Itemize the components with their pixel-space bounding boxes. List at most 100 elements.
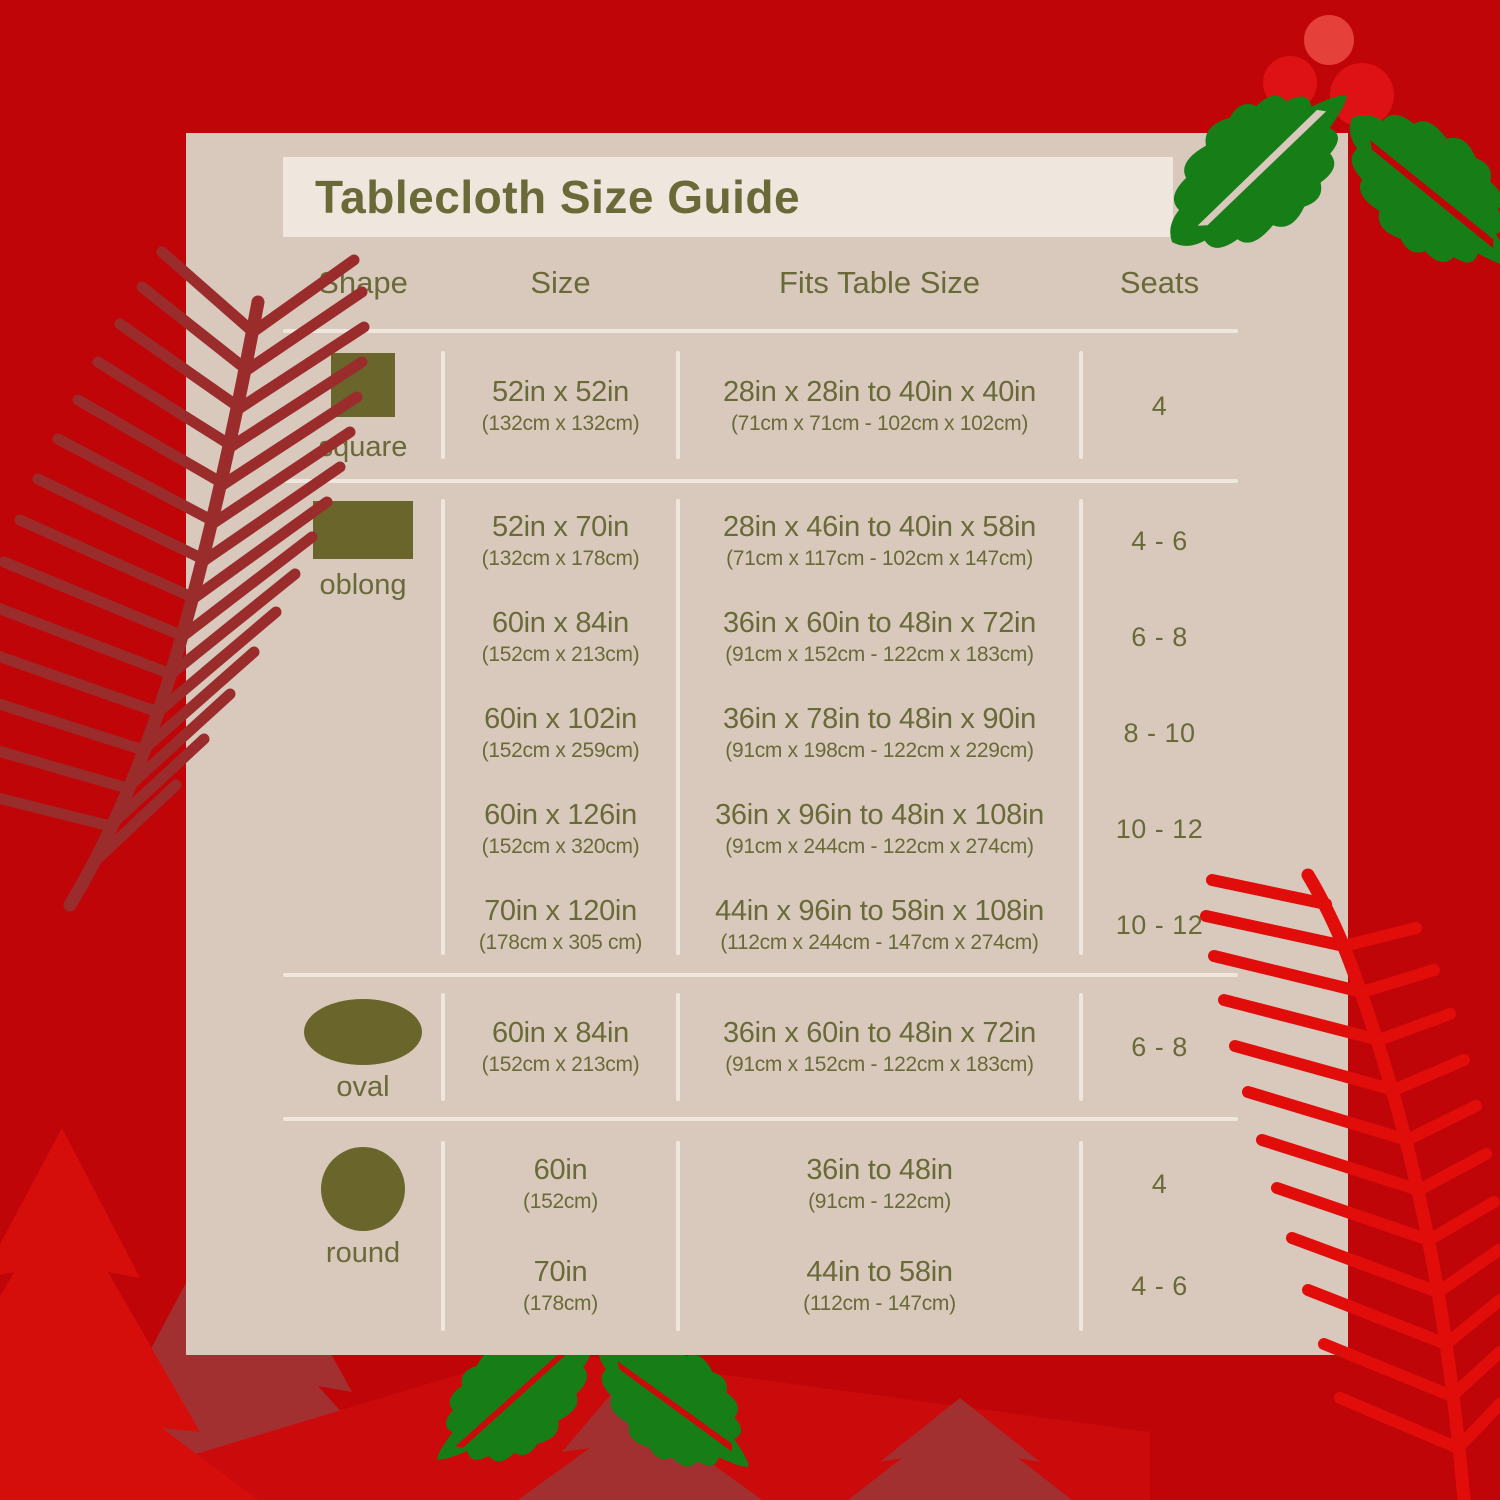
- divider: [283, 973, 1238, 977]
- table-row: 60in x 84in (152cm x 213cm) 36in x 60in …: [443, 589, 1238, 685]
- section-oblong: oblong 52in x 70in (132cm x 178cm) 28in …: [283, 483, 1238, 973]
- fits-metric: (71cm x 71cm - 102cm x 102cm): [730, 412, 1029, 435]
- divider: [283, 329, 1238, 333]
- seats-value: 6 - 8: [1131, 621, 1188, 652]
- fits-value: 28in x 28in to 40in x 40in: [722, 376, 1037, 408]
- size-cell: 60in (152cm): [443, 1154, 678, 1214]
- size-metric: (152cm x 213cm): [481, 643, 640, 666]
- shape-cell: round: [283, 1121, 443, 1347]
- size-cell: 60in x 102in (152cm x 259cm): [443, 703, 678, 763]
- fits-value: 36in to 48in: [806, 1154, 953, 1186]
- section-round: round 60in (152cm) 36in to 48in (91cm - …: [283, 1121, 1238, 1347]
- page-title: Tablecloth Size Guide: [315, 171, 801, 223]
- table-row: 52in x 70in (132cm x 178cm) 28in x 46in …: [443, 493, 1238, 589]
- seats-cell: 10 - 12: [1081, 814, 1238, 845]
- column-header-shape: Shape: [318, 265, 408, 300]
- seats-cell: 6 - 8: [1081, 622, 1238, 653]
- shape-cell: oval: [283, 977, 443, 1117]
- section-square: square 52in x 52in (132cm x 132cm) 28in …: [283, 333, 1238, 479]
- fits-value: 44in to 58in: [806, 1256, 953, 1288]
- fits-metric: (91cm - 122cm): [808, 1190, 951, 1213]
- size-value: 60in x 84in: [492, 607, 629, 639]
- shape-cell: square: [283, 333, 443, 479]
- fits-metric: (91cm x 244cm - 122cm x 274cm): [725, 835, 1034, 858]
- size-metric: (152cm): [523, 1190, 598, 1213]
- fits-cell: 36in x 96in to 48in x 108in (91cm x 244c…: [678, 799, 1081, 859]
- size-value: 60in x 126in: [484, 799, 637, 831]
- table-row: 70in (178cm) 44in to 58in (112cm - 147cm…: [443, 1235, 1238, 1337]
- size-metric: (152cm x 259cm): [481, 739, 640, 762]
- divider: [283, 479, 1238, 483]
- holly-berries-icon: [1263, 15, 1394, 127]
- table-row: 70in x 120in (178cm x 305 cm) 44in x 96i…: [443, 877, 1238, 973]
- seats-value: 4: [1151, 1168, 1168, 1199]
- shape-label: round: [325, 1237, 401, 1269]
- shape-label: oblong: [319, 569, 407, 601]
- size-cell: 60in x 84in (152cm x 213cm): [443, 1017, 678, 1077]
- fits-metric: (71cm x 117cm - 102cm x 147cm): [726, 547, 1033, 570]
- seats-value: 4 - 6: [1131, 1270, 1188, 1301]
- size-cell: 52in x 52in (132cm x 132cm): [443, 376, 678, 436]
- seats-cell: 4: [1081, 1169, 1238, 1200]
- seats-cell: 8 - 10: [1081, 718, 1238, 749]
- seats-value: 10 - 12: [1115, 909, 1204, 940]
- square-shape-icon: [331, 353, 395, 417]
- tree-icon: [848, 1398, 1072, 1500]
- column-header-size: Size: [530, 265, 591, 300]
- size-metric: (152cm x 320cm): [481, 835, 640, 858]
- seats-value: 4 - 6: [1131, 525, 1188, 556]
- size-metric: (132cm x 132cm): [481, 412, 640, 435]
- round-shape-icon: [321, 1147, 405, 1231]
- table-row: 60in x 102in (152cm x 259cm) 36in x 78in…: [443, 685, 1238, 781]
- seats-value: 4: [1151, 390, 1168, 421]
- size-value: 52in x 70in: [492, 511, 629, 543]
- oval-shape-icon: [304, 999, 422, 1065]
- table-row: 52in x 52in (132cm x 132cm) 28in x 28in …: [443, 376, 1238, 436]
- size-guide-panel: Tablecloth Size Guide Shape Size Fits Ta…: [186, 133, 1348, 1355]
- table-row: 60in (152cm) 36in to 48in (91cm - 122cm)…: [443, 1133, 1238, 1235]
- size-table: Shape Size Fits Table Size Seats square …: [283, 237, 1238, 1347]
- seats-cell: 4: [1081, 391, 1238, 422]
- size-value: 60in x 84in: [492, 1017, 629, 1049]
- size-value: 60in x 102in: [484, 703, 637, 735]
- fits-value: 36in x 60in to 48in x 72in: [722, 1017, 1037, 1049]
- fits-cell: 28in x 46in to 40in x 58in (71cm x 117cm…: [678, 511, 1081, 571]
- fits-metric: (91cm x 198cm - 122cm x 229cm): [725, 739, 1034, 762]
- size-value: 52in x 52in: [492, 376, 629, 408]
- fits-value: 28in x 46in to 40in x 58in: [722, 511, 1037, 543]
- fits-cell: 44in x 96in to 58in x 108in (112cm x 244…: [678, 895, 1081, 955]
- size-cell: 70in x 120in (178cm x 305 cm): [443, 895, 678, 955]
- size-cell: 52in x 70in (132cm x 178cm): [443, 511, 678, 571]
- fits-cell: 28in x 28in to 40in x 40in (71cm x 71cm …: [678, 376, 1081, 436]
- seats-value: 6 - 8: [1131, 1031, 1188, 1062]
- size-cell: 60in x 84in (152cm x 213cm): [443, 607, 678, 667]
- column-header-seats: Seats: [1119, 265, 1200, 300]
- fits-metric: (112cm - 147cm): [803, 1292, 956, 1315]
- fits-cell: 36in to 48in (91cm - 122cm): [678, 1154, 1081, 1214]
- title-band: Tablecloth Size Guide: [283, 157, 1173, 237]
- seats-cell: 4 - 6: [1081, 526, 1238, 557]
- seats-cell: 10 - 12: [1081, 910, 1238, 941]
- seats-value: 8 - 10: [1123, 717, 1196, 748]
- shape-label: oval: [336, 1071, 390, 1103]
- fits-value: 44in x 96in to 58in x 108in: [715, 895, 1044, 927]
- size-cell: 60in x 126in (152cm x 320cm): [443, 799, 678, 859]
- seats-cell: 6 - 8: [1081, 1032, 1238, 1063]
- fits-metric: (91cm x 152cm - 122cm x 183cm): [725, 643, 1034, 666]
- fits-value: 36in x 96in to 48in x 108in: [715, 799, 1044, 831]
- shape-label: square: [318, 431, 408, 463]
- fits-cell: 36in x 60in to 48in x 72in (91cm x 152cm…: [678, 1017, 1081, 1077]
- size-value: 60in: [533, 1154, 588, 1186]
- seats-cell: 4 - 6: [1081, 1271, 1238, 1302]
- quill-icon: [60, 1350, 1150, 1500]
- table-header-row: Shape Size Fits Table Size Seats: [283, 237, 1238, 329]
- shape-cell: oblong: [283, 483, 443, 973]
- table-row: 60in x 84in (152cm x 213cm) 36in x 60in …: [443, 1017, 1238, 1077]
- divider: [283, 1117, 1238, 1121]
- size-cell: 70in (178cm): [443, 1256, 678, 1316]
- size-metric: (178cm): [523, 1292, 598, 1315]
- tree-icon: [518, 1360, 762, 1500]
- table-row: 60in x 126in (152cm x 320cm) 36in x 96in…: [443, 781, 1238, 877]
- size-metric: (178cm x 305 cm): [478, 931, 643, 954]
- size-value: 70in x 120in: [484, 895, 637, 927]
